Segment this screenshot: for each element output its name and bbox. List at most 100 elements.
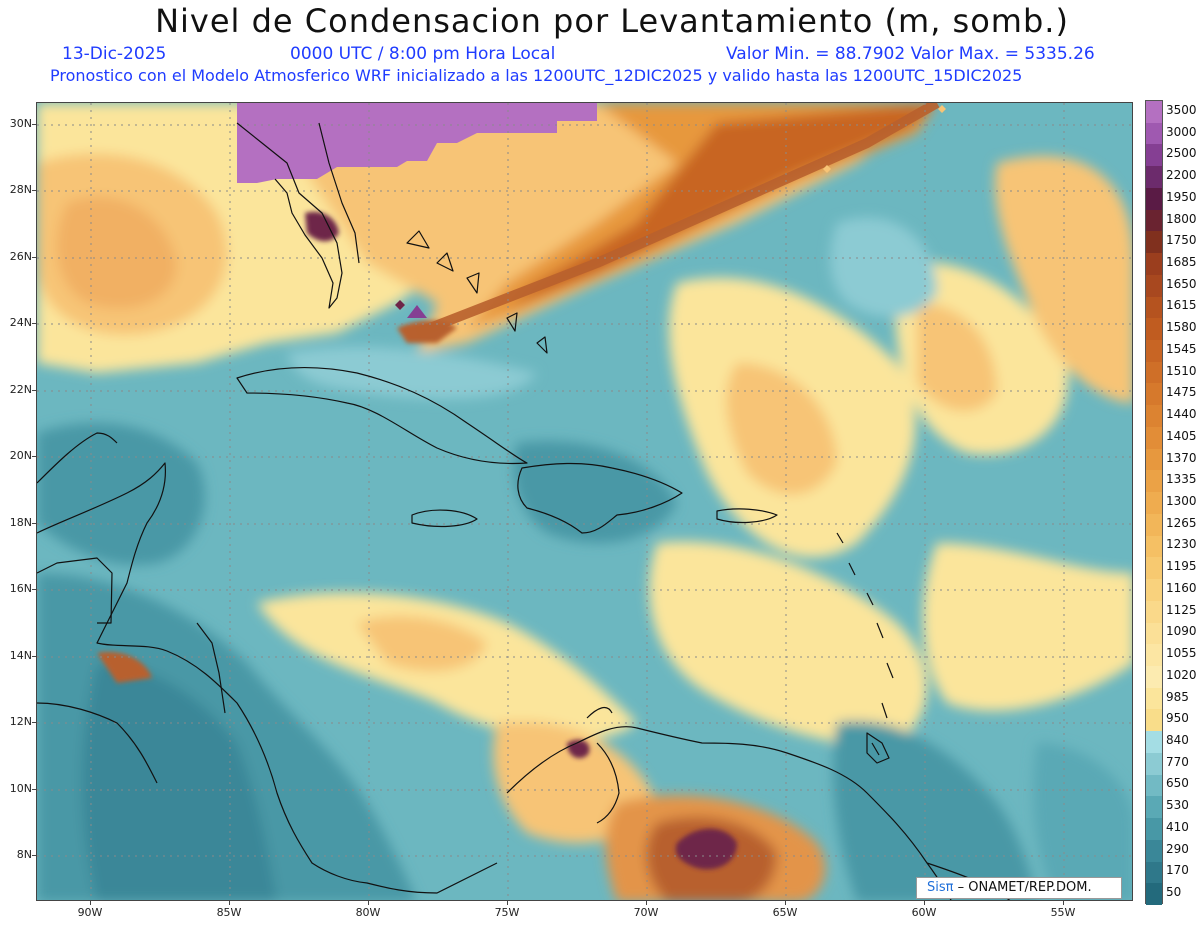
colorbar-label: 1230 bbox=[1166, 537, 1197, 552]
colorbar-segment bbox=[1146, 122, 1162, 145]
lon-tick bbox=[785, 901, 786, 905]
lon-tick bbox=[229, 901, 230, 905]
lat-tick bbox=[32, 323, 36, 324]
lat-label-10n: 10N bbox=[9, 782, 32, 795]
colorbar-label: 530 bbox=[1166, 798, 1189, 813]
trinidad-coast bbox=[866, 732, 890, 764]
marker-1 bbox=[395, 300, 405, 310]
colorbar-segment bbox=[1146, 101, 1162, 124]
colorbar-segment bbox=[1146, 383, 1162, 406]
colorbar-segment bbox=[1146, 752, 1162, 776]
lat-tick bbox=[32, 124, 36, 125]
colorbar-segment bbox=[1146, 340, 1162, 363]
colorbar-segment bbox=[1146, 665, 1162, 689]
colorbar-segment bbox=[1146, 166, 1162, 189]
lat-tick bbox=[32, 523, 36, 524]
colorbar-segment bbox=[1146, 296, 1162, 319]
colorbar-label: 1020 bbox=[1166, 667, 1197, 682]
credit-brand: Sisπ bbox=[927, 880, 954, 895]
florida-east-coast bbox=[318, 122, 360, 264]
cuba-coast bbox=[236, 366, 528, 465]
model-description: Pronostico con el Modelo Atmosferico WRF… bbox=[50, 66, 1023, 85]
lat-tick bbox=[32, 257, 36, 258]
hispaniola-coast bbox=[517, 462, 683, 534]
colorbar-label: 1615 bbox=[1166, 298, 1197, 313]
colorbar-segment bbox=[1146, 861, 1162, 884]
colorbar-segment bbox=[1146, 405, 1162, 428]
colorbar-label: 1475 bbox=[1166, 385, 1197, 400]
front-ridge bbox=[415, 103, 940, 338]
lat-label-12n: 12N bbox=[9, 715, 32, 728]
colorbar-label: 950 bbox=[1166, 711, 1189, 726]
pacific-coast bbox=[37, 702, 158, 784]
colorbar-label: 770 bbox=[1166, 754, 1189, 769]
colorbar-segment bbox=[1146, 774, 1162, 797]
colorbar-segment bbox=[1146, 883, 1162, 906]
colorbar-label: 1090 bbox=[1166, 624, 1197, 639]
colorbar-segment bbox=[1146, 839, 1162, 863]
colorbar-label: 170 bbox=[1166, 863, 1189, 878]
south-america-coast bbox=[506, 726, 952, 900]
colorbar-label: 1405 bbox=[1166, 428, 1197, 443]
colorbar-segment bbox=[1146, 361, 1162, 384]
lon-label-60w: 60W bbox=[911, 906, 937, 919]
colorbar-label: 1510 bbox=[1166, 363, 1197, 378]
lon-label-80w: 80W bbox=[355, 906, 381, 919]
colorbar-segment bbox=[1146, 492, 1162, 515]
lon-label-55w: 55W bbox=[1050, 906, 1076, 919]
lat-label-8n: 8N bbox=[16, 848, 32, 861]
colorbar-segment bbox=[1146, 231, 1162, 254]
honduras-border bbox=[196, 622, 226, 714]
colorbar-segment bbox=[1146, 513, 1162, 537]
colorbar-segment bbox=[1146, 209, 1162, 232]
forecast-time: 0000 UTC / 8:00 pm Hora Local bbox=[290, 44, 556, 64]
colorbar-segment bbox=[1146, 318, 1162, 341]
forecast-map bbox=[36, 102, 1133, 901]
lat-label-22n: 22N bbox=[9, 383, 32, 396]
colorbar-segment bbox=[1146, 426, 1162, 450]
colorbar-label: 1160 bbox=[1166, 580, 1197, 595]
chart-title: Nivel de Condensacion por Levantamiento … bbox=[155, 2, 1069, 40]
colorbar-label: 2500 bbox=[1166, 146, 1197, 161]
marker-2 bbox=[823, 165, 831, 173]
grid-lines bbox=[37, 103, 1132, 900]
colorbar-label: 1195 bbox=[1166, 559, 1197, 574]
lon-tick bbox=[507, 901, 508, 905]
lon-tick bbox=[368, 901, 369, 905]
colorbar-label: 1335 bbox=[1166, 472, 1197, 487]
lat-tick bbox=[32, 190, 36, 191]
lat-label-28n: 28N bbox=[9, 183, 32, 196]
colorbar-segment bbox=[1146, 274, 1162, 298]
colorbar-segment bbox=[1146, 535, 1162, 558]
colorbar-label: 3500 bbox=[1166, 102, 1197, 117]
purple-spot bbox=[407, 305, 427, 318]
lat-tick bbox=[32, 855, 36, 856]
colorbar-segment bbox=[1146, 187, 1162, 211]
lat-tick bbox=[32, 456, 36, 457]
colorbar-label: 1545 bbox=[1166, 341, 1197, 356]
colorbar-label: 1055 bbox=[1166, 646, 1197, 661]
colorbar-segment bbox=[1146, 709, 1162, 732]
colorbar-segment bbox=[1146, 470, 1162, 493]
colorbar-label: 1800 bbox=[1166, 211, 1197, 226]
lat-tick bbox=[32, 589, 36, 590]
colorbar-segment bbox=[1146, 687, 1162, 710]
yucatan-coast bbox=[37, 432, 118, 484]
marker-3 bbox=[938, 105, 946, 113]
colorbar-label: 1580 bbox=[1166, 320, 1197, 335]
colorbar-label: 1750 bbox=[1166, 233, 1197, 248]
lat-label-18n: 18N bbox=[9, 516, 32, 529]
lon-label-75w: 75W bbox=[494, 906, 520, 919]
colorbar-label: 410 bbox=[1166, 819, 1189, 834]
lon-tick bbox=[924, 901, 925, 905]
maracaibo-coast bbox=[596, 742, 620, 824]
colorbar-segment bbox=[1146, 731, 1162, 754]
lat-tick bbox=[32, 789, 36, 790]
lat-label-24n: 24N bbox=[9, 316, 32, 329]
lat-tick bbox=[32, 656, 36, 657]
colorbar-label: 1650 bbox=[1166, 276, 1197, 291]
colorbar-label: 1950 bbox=[1166, 189, 1197, 204]
lesser-antilles bbox=[836, 532, 894, 756]
colorbar-label: 1300 bbox=[1166, 494, 1197, 508]
colorbar bbox=[1145, 100, 1163, 906]
